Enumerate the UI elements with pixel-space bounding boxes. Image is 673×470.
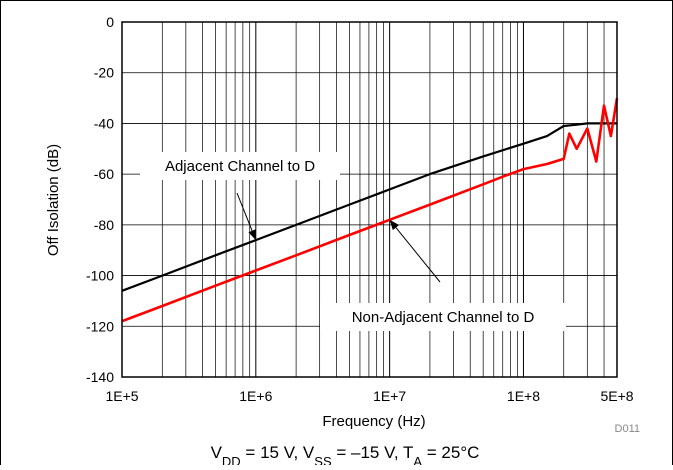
y-tick-label: -140 [86, 369, 114, 385]
annotation-box [140, 152, 340, 180]
series-lines [121, 97, 619, 323]
plot-area-border [121, 21, 618, 378]
y-tick-label: 0 [106, 14, 114, 30]
y-tick-labels: 0 -20 -40 -60 -80 -100 -120 -140 [86, 14, 114, 385]
figure-id: D011 [615, 423, 640, 435]
x-tick-label: 1E+8 [507, 388, 540, 404]
annotation-leader [389, 219, 441, 283]
y-tick-label: -60 [94, 166, 114, 182]
x-axis-label: Frequency (Hz) [322, 413, 425, 430]
annotations: Adjacent Channel to D Non-Adjacent Channe… [140, 152, 566, 331]
y-tick-label: -120 [86, 318, 114, 334]
x-tick-label: 5E+8 [600, 388, 633, 404]
condition-caption: VDD = 15 V, VSS = –15 V, TA = 25°C [211, 443, 480, 465]
y-axis-label: Off Isolation (dB) [45, 144, 62, 256]
annotation-label: Adjacent Channel to D [165, 158, 315, 175]
x-tick-label: 1E+5 [105, 388, 138, 404]
y-tick-label: -20 [94, 65, 114, 81]
annotation-box [320, 303, 566, 331]
series-line-adjacent [121, 122, 617, 292]
y-tick-label: -80 [94, 217, 114, 233]
y-tick-label: -100 [86, 268, 114, 284]
x-tick-label: 1E+7 [373, 388, 406, 404]
series-line-non-adjacent [121, 97, 619, 323]
annotation-arrowhead [248, 229, 256, 241]
x-tick-labels: 1E+5 1E+6 1E+7 1E+8 5E+8 [105, 388, 633, 404]
x-tick-label: 1E+6 [239, 388, 272, 404]
annotation-arrowhead [389, 219, 400, 231]
annotation-label: Non-Adjacent Channel to D [352, 309, 535, 326]
y-tick-label: -40 [94, 115, 114, 131]
